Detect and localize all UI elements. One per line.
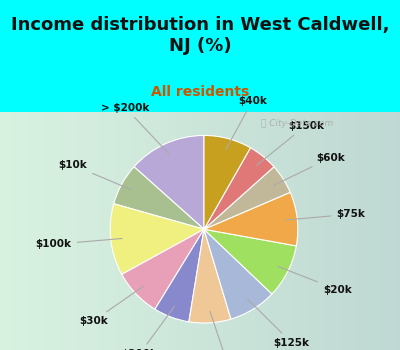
Text: $100k: $100k <box>36 238 122 249</box>
Text: $200k: $200k <box>122 306 174 350</box>
Text: Income distribution in West Caldwell,
NJ (%): Income distribution in West Caldwell, NJ… <box>11 16 389 55</box>
Wedge shape <box>204 229 272 319</box>
Text: $150k: $150k <box>256 121 324 166</box>
Text: ⦾ City-Data.com: ⦾ City-Data.com <box>261 119 333 128</box>
Wedge shape <box>134 135 204 229</box>
Wedge shape <box>204 192 298 246</box>
Text: $20k: $20k <box>278 266 352 295</box>
Wedge shape <box>114 167 204 229</box>
Text: > $200k: > $200k <box>101 103 170 154</box>
Wedge shape <box>189 229 231 323</box>
Wedge shape <box>110 204 204 274</box>
Text: $75k: $75k <box>286 209 365 220</box>
Wedge shape <box>204 148 274 229</box>
Wedge shape <box>122 229 204 309</box>
Text: $60k: $60k <box>274 153 345 185</box>
Wedge shape <box>204 167 290 229</box>
Text: $125k: $125k <box>248 299 310 348</box>
Text: $30k: $30k <box>79 286 144 326</box>
Text: All residents: All residents <box>151 85 249 99</box>
Wedge shape <box>155 229 204 322</box>
Text: $40k: $40k <box>226 96 267 150</box>
Wedge shape <box>204 135 250 229</box>
Wedge shape <box>204 229 296 294</box>
Text: $10k: $10k <box>58 160 132 190</box>
Text: $50k: $50k <box>210 312 241 350</box>
